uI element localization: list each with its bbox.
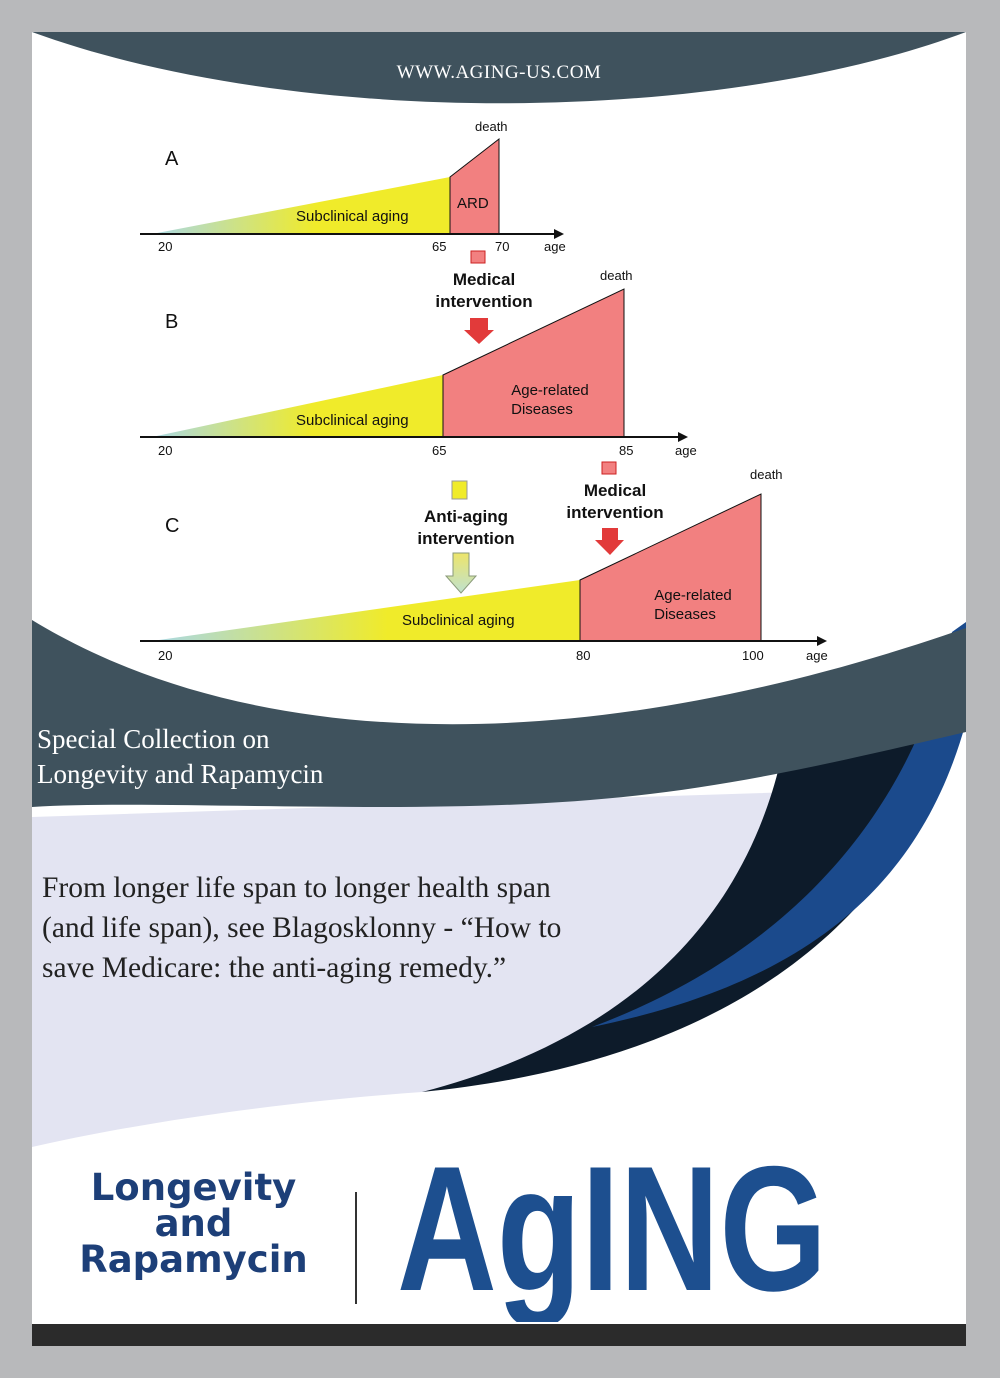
collection-line2: Longevity and Rapamycin (37, 759, 324, 789)
medical-intervention-1-line1: Medical (453, 270, 515, 289)
medical-intervention-2-arrow (595, 528, 624, 555)
panel-b-letter: B (165, 311, 178, 333)
panel-a: A death Subclinical aging ARD 20 65 70 a… (140, 119, 566, 254)
panel-a-tick-20: 20 (158, 239, 172, 254)
collection-topic: Longevity and Rapamycin (52, 1166, 335, 1281)
panel-b-disease-line2: Diseases (511, 401, 573, 418)
anti-aging-arrow (444, 552, 478, 594)
panel-b-death-label: death (600, 268, 633, 283)
panel-a-letter: A (165, 148, 179, 170)
blue-swoosh (592, 622, 966, 1027)
topic-line2: and (154, 1202, 233, 1245)
panel-c: C death Subclinical aging Age-related Di… (140, 467, 828, 663)
aging-journal-logo[interactable]: AgING (397, 1122, 837, 1323)
medical-intervention-1: Medical intervention (435, 250, 533, 344)
medical-intervention-2: Medical intervention (566, 461, 664, 555)
panel-c-axis-label: age (806, 648, 828, 663)
website-url[interactable]: WWW.AGING-US.COM (396, 62, 602, 83)
panel-a-death-label: death (475, 119, 508, 134)
panel-a-axis-label: age (544, 239, 566, 254)
panel-c-disease-line1: Age-related (654, 587, 732, 604)
journal-cover: WWW.AGING-US.COM A death Subclinical agi… (32, 32, 966, 1346)
panel-c-death-label: death (750, 467, 783, 482)
navy-swoosh (422, 672, 966, 1092)
special-collection-title: Special Collection on Longevity and Rapa… (37, 722, 323, 792)
panel-a-aging-label: Subclinical aging (296, 208, 409, 225)
cover-background (32, 32, 966, 1147)
panel-c-tick-100: 100 (742, 648, 764, 663)
panel-a-subclinical-region (152, 177, 450, 234)
medical-intervention-1-arrow (464, 318, 494, 344)
panel-c-tick-20: 20 (158, 648, 172, 663)
panel-a-axis-arrow (554, 229, 564, 239)
bottom-bar (32, 1324, 966, 1346)
aging-logo-text: AgING (397, 1129, 827, 1322)
medical-intervention-2-marker (601, 461, 617, 475)
lavender-wave (32, 792, 792, 1147)
panel-c-aging-label: Subclinical aging (402, 612, 515, 629)
panel-a-tick-70: 70 (495, 239, 509, 254)
medical-intervention-1-line2: intervention (435, 292, 532, 311)
collection-line1: Special Collection on (37, 724, 270, 754)
topic-line3: Rapamycin (79, 1238, 308, 1281)
panel-a-tick-65: 65 (432, 239, 446, 254)
panel-c-axis-arrow (817, 636, 827, 646)
panel-b-axis-arrow (678, 432, 688, 442)
panel-b: B death Subclinical aging Age-related Di… (140, 268, 697, 458)
medical-intervention-2-line1: Medical (584, 481, 646, 500)
top-banner (32, 32, 966, 104)
anti-aging-marker (451, 480, 468, 500)
panel-b-tick-85: 85 (619, 443, 633, 458)
panel-a-ard-region (449, 137, 500, 235)
panel-b-disease-line1: Age-related (511, 382, 589, 399)
anti-aging-line2: intervention (417, 529, 514, 548)
panel-a-ard-label: ARD (457, 195, 489, 212)
description-text: From longer life span to longer health s… (42, 872, 562, 984)
panel-b-subclinical-region (152, 375, 443, 437)
topic-line1: Longevity (90, 1166, 297, 1209)
panel-c-disease-line2: Diseases (654, 606, 716, 623)
anti-aging-line1: Anti-aging (424, 507, 508, 526)
medical-intervention-2-line2: intervention (566, 503, 663, 522)
footer-divider (355, 1192, 357, 1304)
panel-b-tick-20: 20 (158, 443, 172, 458)
panel-c-subclinical-region (152, 580, 580, 641)
panel-b-aging-label: Subclinical aging (296, 412, 409, 429)
panel-b-tick-65: 65 (432, 443, 446, 458)
collection-band (32, 620, 966, 807)
anti-aging-intervention: Anti-aging intervention (417, 480, 515, 594)
panel-b-axis-label: age (675, 443, 697, 458)
aging-intervention-figure: A death Subclinical aging ARD 20 65 70 a… (140, 119, 828, 663)
panel-c-letter: C (165, 515, 179, 537)
panel-c-tick-80: 80 (576, 648, 590, 663)
medical-intervention-1-marker (470, 250, 486, 264)
